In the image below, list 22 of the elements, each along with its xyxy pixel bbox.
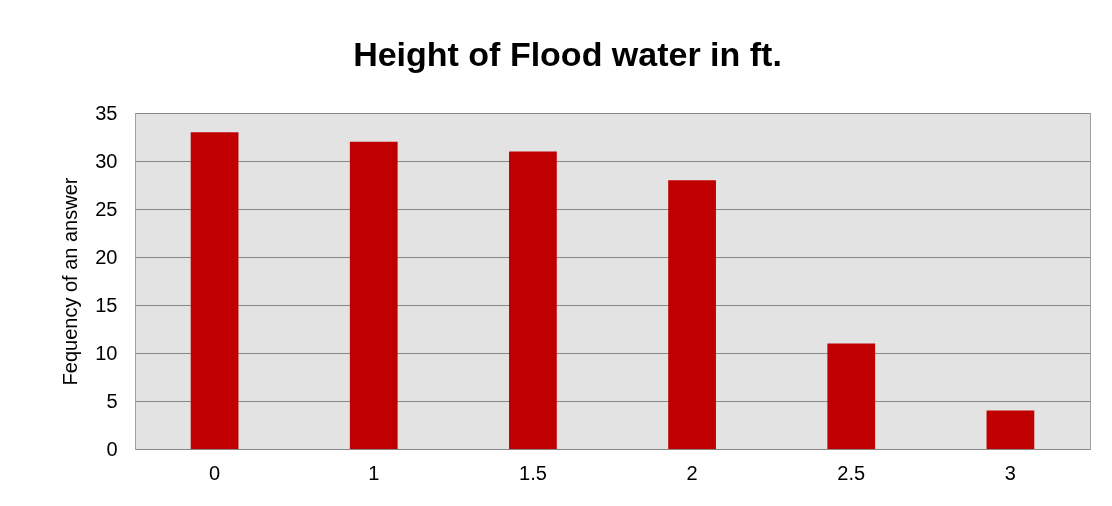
y-axis-title: Fequency of an answer — [59, 177, 82, 386]
chart-title: Height of Flood water in ft. — [353, 35, 782, 73]
x-tick-label: 1 — [368, 461, 380, 484]
y-tick-label: 20 — [95, 245, 118, 268]
x-tick-label: 0 — [209, 461, 221, 484]
x-tick-label: 2 — [686, 461, 698, 484]
y-tick-label: 0 — [106, 437, 118, 460]
x-tick-label: 1.5 — [519, 461, 547, 484]
bar — [190, 132, 239, 449]
y-tick-label: 35 — [95, 101, 118, 124]
x-tick-label: 3 — [1004, 461, 1016, 484]
y-tick-label: 25 — [95, 197, 118, 220]
y-tick-label: 15 — [95, 293, 118, 316]
x-tick-label: 2.5 — [837, 461, 866, 484]
bar — [827, 343, 876, 449]
bar — [349, 141, 398, 449]
bar — [986, 410, 1035, 449]
bar — [668, 180, 716, 449]
y-tick-label: 30 — [95, 149, 118, 172]
y-tick-label: 5 — [106, 389, 118, 412]
bar — [509, 151, 557, 449]
y-tick-label: 10 — [95, 341, 118, 364]
